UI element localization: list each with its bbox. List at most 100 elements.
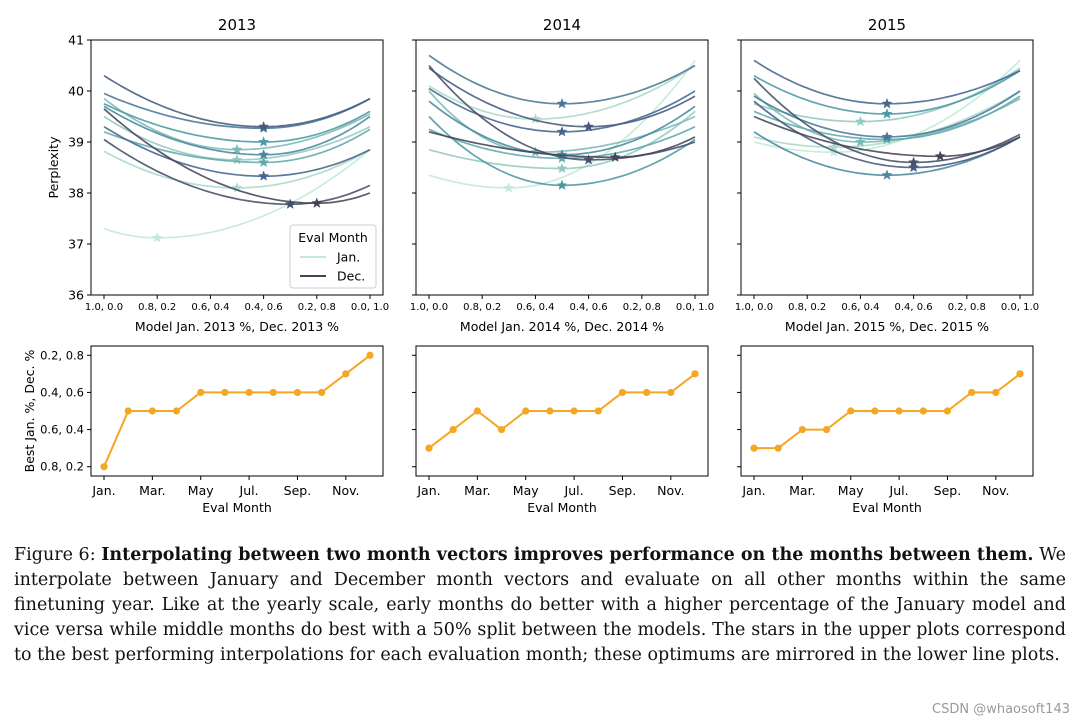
best-star-Sep. xyxy=(258,170,270,181)
x-tick-label: 0.4, 0.6 xyxy=(570,302,608,313)
best-star-Nov. xyxy=(908,156,920,168)
best-star-Oct. xyxy=(908,161,920,173)
y-tick-label: 38 xyxy=(68,186,84,201)
plot-frame xyxy=(740,345,1034,477)
best-mix-line xyxy=(103,354,371,468)
x-tick-label: 0.8, 0.2 xyxy=(788,302,826,313)
figure: 2013 1.0, 0.0 0.8, 0.2 0.6, 0.4 0.4, 0.6 0.2,… xyxy=(22,16,1039,515)
plot-frame xyxy=(415,345,709,477)
series-line-Mar. xyxy=(753,67,1021,123)
x-tick-label: Sep. xyxy=(284,483,312,498)
legend-title: Eval Month xyxy=(298,230,368,245)
x-tick-label: 0.4, 0.6 xyxy=(895,302,933,313)
top-panel-2014: 2014 1.0, 0.0 0.8, 0.2 0.6, 0.4 0.4, 0.6 0.2,… xyxy=(410,16,714,334)
data-point-Mar. xyxy=(473,407,481,415)
best-star-Sep. xyxy=(881,97,893,109)
data-point-Jun. xyxy=(221,388,229,397)
x-tick-label: Jan. xyxy=(91,483,115,498)
best-star-Mar. xyxy=(231,154,243,165)
data-point-Feb. xyxy=(124,407,132,415)
x-axis-label: Model Jan. 2013 %, Dec. 2013 % xyxy=(135,319,339,334)
data-point-Jan. xyxy=(100,463,108,471)
watermark: CSDN @whaosoft143 xyxy=(932,702,1070,717)
best-star-Feb. xyxy=(828,141,840,152)
x-tick-label: 1.0, 0.0 xyxy=(85,302,123,313)
y-tick-label: 0.8, 0.2 xyxy=(40,460,84,474)
y-tick-label: 37 xyxy=(68,237,84,252)
data-point-May xyxy=(197,388,205,397)
data-point-Jun. xyxy=(871,407,879,415)
x-tick-label: 0.6, 0.4 xyxy=(191,302,229,313)
x-axis-label: Model Jan. 2015 %, Dec. 2015 % xyxy=(785,319,989,334)
data-point-Mar. xyxy=(148,407,156,415)
x-tick-label: Jul. xyxy=(239,483,259,498)
best-star-Apr. xyxy=(231,143,243,155)
y-tick-label: 40 xyxy=(68,84,84,99)
series-line-Feb. xyxy=(753,90,1021,148)
data-point-Feb. xyxy=(774,444,782,452)
data-point-Sep. xyxy=(943,407,952,415)
best-star-May xyxy=(258,156,270,168)
panel-title: 2013 xyxy=(218,16,256,34)
x-tick-label: 0.2, 0.8 xyxy=(623,302,661,313)
x-axis-label: Eval Month xyxy=(527,500,597,515)
best-star-Feb. xyxy=(529,113,541,124)
legend-box xyxy=(289,224,377,289)
y-tick-label: 0.4, 0.6 xyxy=(40,385,84,399)
best-star-Mar. xyxy=(556,162,568,174)
best-star-Jan. xyxy=(503,182,515,193)
y-axis-label: Perplexity xyxy=(46,136,61,199)
legend-entry: Jan. xyxy=(336,250,360,265)
x-tick-label: Nov. xyxy=(657,483,684,498)
top-panel-2013: 2013 1.0, 0.0 0.8, 0.2 0.6, 0.4 0.4, 0.6 0.2,… xyxy=(46,16,389,334)
x-tick-label: 0.6, 0.4 xyxy=(516,302,554,313)
x-tick-label: 0.8, 0.2 xyxy=(138,302,176,313)
data-point-Jul. xyxy=(895,407,903,415)
best-star-Oct. xyxy=(583,120,595,132)
data-point-Dec. xyxy=(691,370,699,378)
y-tick-label: 36 xyxy=(68,288,84,303)
series-line-Jan. xyxy=(103,148,371,239)
data-point-Oct. xyxy=(968,388,976,397)
best-star-Dec. xyxy=(609,151,621,162)
x-tick-label: 0.8, 0.2 xyxy=(463,302,501,313)
x-tick-label: May xyxy=(188,483,214,498)
x-tick-label: Nov. xyxy=(982,483,1009,498)
best-star-Jul. xyxy=(258,148,270,160)
x-tick-label: Sep. xyxy=(609,483,637,498)
data-point-Dec. xyxy=(366,351,374,359)
data-point-Nov. xyxy=(342,370,350,378)
series-line-Jan. xyxy=(753,59,1021,154)
data-point-Aug. xyxy=(594,407,602,415)
plot-frame xyxy=(740,39,1034,296)
series-line-Sep. xyxy=(103,125,371,178)
data-point-Apr. xyxy=(822,425,831,434)
x-tick-label: 0.0, 1.0 xyxy=(676,302,714,313)
best-star-Jun. xyxy=(258,136,270,147)
best-star-Jun. xyxy=(881,108,893,119)
best-star-Aug. xyxy=(881,131,893,142)
x-tick-label: 0.6, 0.4 xyxy=(841,302,879,313)
x-tick-label: 0.2, 0.8 xyxy=(298,302,336,313)
data-point-Jul. xyxy=(245,388,253,397)
data-point-Feb. xyxy=(449,425,457,434)
data-point-Oct. xyxy=(318,388,326,397)
legend-entry: Dec. xyxy=(337,269,365,284)
series-line-Jul. xyxy=(103,105,371,156)
series-line-May xyxy=(103,128,371,164)
data-point-Nov. xyxy=(992,388,1000,397)
best-star-Sep. xyxy=(556,126,568,137)
best-star-Dec. xyxy=(311,197,323,208)
best-star-Nov. xyxy=(583,154,595,165)
data-point-Jul. xyxy=(570,407,578,415)
series-line-Jun. xyxy=(103,103,371,143)
data-point-Apr. xyxy=(497,425,506,434)
data-point-Jan. xyxy=(425,444,433,452)
series-line-Jun. xyxy=(753,69,1021,115)
data-point-May xyxy=(847,407,855,415)
x-tick-label: Jan. xyxy=(741,483,765,498)
data-point-Jan. xyxy=(750,444,758,452)
best-star-Aug. xyxy=(556,97,568,109)
best-star-Oct. xyxy=(258,120,270,132)
